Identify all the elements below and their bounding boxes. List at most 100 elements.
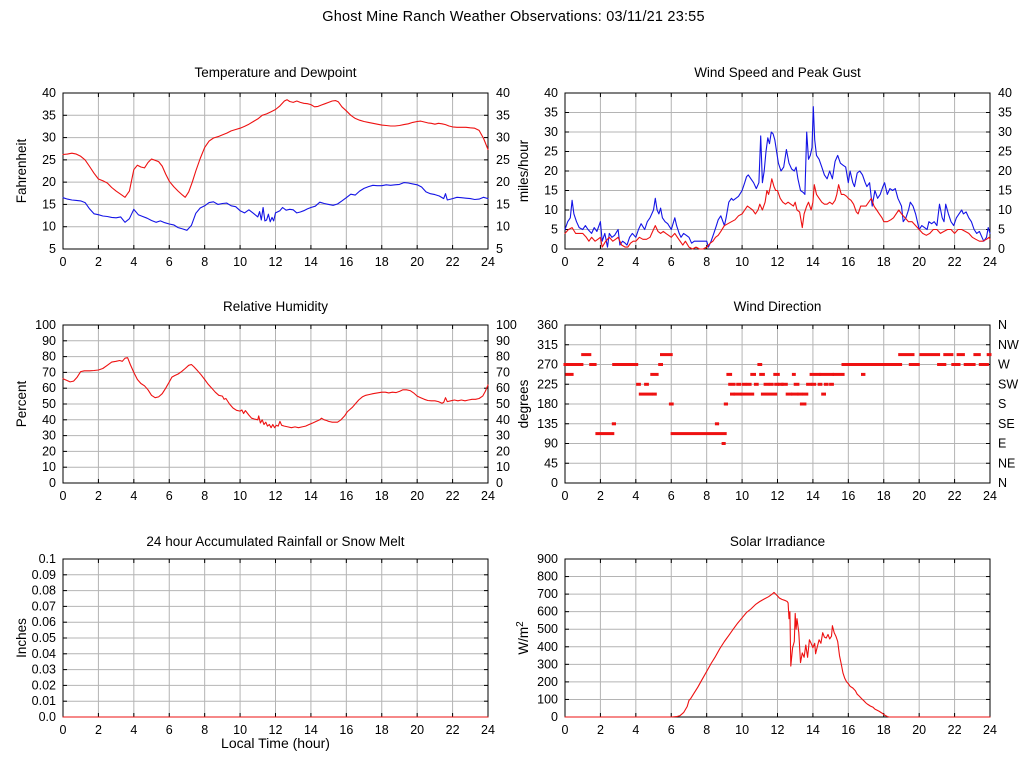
y-tick-label: 80: [42, 350, 56, 364]
y-tick-label-right: NE: [998, 456, 1015, 470]
x-tick-label: 20: [912, 489, 926, 503]
y-tick-label-right: S: [998, 397, 1006, 411]
y-tick-label-right: 35: [496, 108, 510, 122]
y-tick-label-right: W: [998, 358, 1010, 372]
y-axis-title: Inches: [14, 618, 29, 658]
y-tick-label-right: 25: [496, 153, 510, 167]
chart-title: Wind Speed and Peak Gust: [694, 65, 861, 80]
x-tick-label: 18: [877, 489, 891, 503]
x-tick-label: 24: [983, 255, 997, 269]
y-tick-label-right: 10: [998, 203, 1012, 217]
x-tick-label: 20: [912, 723, 926, 737]
dewpoint-line: [62, 182, 489, 231]
x-tick-label: 22: [948, 255, 962, 269]
x-tick-label: 4: [130, 489, 137, 503]
solar-irradiance-chart: Solar Irradiance 0 2 4 6 8 10 12 14 16 18 20 22 24 0 1…: [502, 522, 1027, 750]
x-tick-label: 18: [375, 489, 389, 503]
tick-labels: 0 2 4 6 8 10 12 14 16 18 20 22 240100200300400500600…: [537, 552, 997, 737]
y-tick-label: 0.09: [32, 568, 56, 582]
tick-labels: 0 2 4 6 8 10 12 14 16 18 20 22 240.00.010.020.030.04…: [32, 552, 495, 737]
y-tick-label-right: 30: [496, 429, 510, 443]
relative-humidity-line: [62, 357, 489, 429]
x-tick-label: 0: [562, 723, 569, 737]
x-tick-label: 2: [597, 489, 604, 503]
x-tick-label: 14: [304, 723, 318, 737]
y-tick-label: 5: [49, 242, 56, 256]
y-tick-label: 60: [42, 381, 56, 395]
y-tick-label-right: 50: [496, 397, 510, 411]
y-tick-label-right: NW: [998, 338, 1019, 352]
y-tick-label: 270: [537, 358, 558, 372]
y-tick-label: 0.1: [39, 552, 56, 566]
x-tick-label: 0: [562, 255, 569, 269]
x-tick-label: 10: [233, 723, 247, 737]
y-axis-title: miles/hour: [516, 139, 531, 202]
x-tick-label: 4: [632, 255, 639, 269]
x-tick-label: 12: [269, 255, 283, 269]
y-tick-label: 0.06: [32, 615, 56, 629]
y-tick-label: 0.01: [32, 694, 56, 708]
y-tick-label: 30: [42, 131, 56, 145]
temperature-dewpoint-canvas: 0 2 4 6 8 10 12 14 16 18 20 22 245101520253035405101…: [14, 86, 510, 269]
x-tick-label: 24: [983, 489, 997, 503]
x-tick-label: 0: [60, 255, 67, 269]
rainfall-chart: 24 hour Accumulated Rainfall or Snow Mel…: [0, 522, 531, 750]
x-tick-label: 16: [841, 489, 855, 503]
x-tick-label: 22: [948, 723, 962, 737]
y-tick-label: 0.04: [32, 647, 56, 661]
x-tick-label: 18: [375, 255, 389, 269]
y-tick-label-right: SW: [998, 377, 1018, 391]
x-tick-label: 22: [446, 255, 460, 269]
y-tick-label: 10: [544, 203, 558, 217]
x-tick-label: 12: [269, 489, 283, 503]
x-tick-label: 14: [806, 255, 820, 269]
x-tick-label: 2: [597, 255, 604, 269]
x-tick-label: 6: [668, 489, 675, 503]
tick-marks: [62, 324, 489, 484]
x-tick-label: 8: [703, 489, 710, 503]
y-tick-label-right: 20: [496, 175, 510, 189]
y-tick-label-right: N: [998, 476, 1007, 490]
grid-lines: [62, 558, 489, 718]
y-tick-label: 30: [544, 125, 558, 139]
chart-title: 24 hour Accumulated Rainfall or Snow Mel…: [146, 534, 405, 549]
y-tick-label: 20: [42, 175, 56, 189]
x-tick-label: 24: [983, 723, 997, 737]
y-tick-label: 200: [537, 675, 558, 689]
x-tick-label: 6: [166, 489, 173, 503]
x-tick-label: 4: [632, 489, 639, 503]
y-tick-label-right: 20: [496, 444, 510, 458]
x-tick-label: 16: [339, 489, 353, 503]
y-axis-title: degrees: [516, 379, 531, 428]
y-tick-label: 225: [537, 377, 558, 391]
grid-lines: [564, 558, 991, 718]
x-axis-label: Local Time (hour): [221, 735, 330, 751]
y-tick-label-right: 30: [998, 125, 1012, 139]
x-tick-label: 12: [771, 723, 785, 737]
grid-lines: [564, 92, 991, 250]
wind-speed-gust-canvas: 0 2 4 6 8 10 12 14 16 18 20 22 240510152025303540051…: [516, 86, 1012, 269]
y-tick-label-right: 10: [496, 460, 510, 474]
tick-labels: 0 2 4 6 8 10 12 14 16 18 20 22 245101520253035405101…: [42, 86, 510, 269]
solar-irradiance-line: [564, 591, 991, 718]
y-tick-label: 0: [551, 476, 558, 490]
y-tick-label: 0.03: [32, 663, 56, 677]
x-tick-label: 6: [668, 723, 675, 737]
y-tick-label: 40: [544, 86, 558, 100]
x-tick-label: 10: [735, 489, 749, 503]
y-tick-label: 100: [35, 318, 56, 332]
y-tick-label: 900: [537, 552, 558, 566]
wind-direction-canvas: 0 2 4 6 8 10 12 14 16 18 20 22 240459013518022527031…: [516, 318, 1019, 503]
tick-marks: [62, 558, 489, 718]
relative-humidity-chart: Relative Humidity 0 2 4 6 8 10 12 14 16 18 20 22 24 0…: [0, 288, 531, 516]
y-tick-label: 15: [42, 197, 56, 211]
chart-title: Temperature and Dewpoint: [194, 65, 357, 80]
x-tick-label: 0: [562, 489, 569, 503]
x-tick-label: 20: [410, 723, 424, 737]
tick-marks: [62, 92, 489, 250]
y-tick-label-right: 0: [998, 242, 1005, 256]
x-tick-label: 2: [597, 723, 604, 737]
y-tick-label: 500: [537, 622, 558, 636]
x-tick-label: 2: [95, 723, 102, 737]
y-tick-label: 35: [544, 106, 558, 120]
